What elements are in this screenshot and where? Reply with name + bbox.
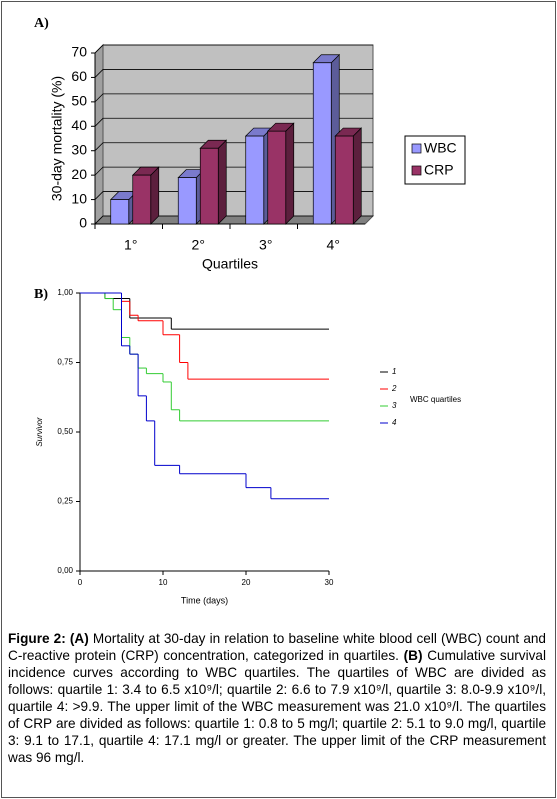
y-tick-label: 40 [71, 117, 87, 133]
legend-swatch [411, 165, 422, 176]
y-tick-label: 20 [71, 166, 87, 182]
bar-side [150, 166, 160, 225]
y-tick-label: 0,50 [57, 427, 73, 436]
bar [267, 130, 287, 225]
x-tick-label: 10 [159, 578, 168, 587]
y-tick-label: 0,75 [57, 358, 73, 367]
y-tick-label: 70 [71, 44, 87, 60]
legend-title: WBC quartiles [410, 395, 461, 404]
y-tick-label: 10 [71, 190, 87, 206]
x-tick-label: 20 [242, 578, 251, 587]
x-tick-label: 0 [78, 578, 83, 587]
bar [199, 147, 219, 225]
legend-label: WBC [424, 140, 457, 156]
legend-label: 1 [392, 367, 396, 376]
bar-side [352, 127, 362, 225]
caption-text: Cumulative survival incidence curves acc… [8, 648, 546, 765]
caption-tag: (A) [69, 631, 89, 646]
grid-line [94, 117, 373, 127]
y-tick-label: 0,00 [57, 566, 73, 575]
caption: Figure 2: (A) Mortality at 30-day in rel… [8, 630, 546, 766]
caption-label: Figure 2: [8, 631, 66, 646]
caption-tag: (B) [403, 648, 423, 663]
x-tick-label: 2° [192, 237, 205, 253]
legend-label: 3 [392, 401, 397, 410]
y-tick-label: 1,00 [57, 288, 73, 297]
legend-swatch [411, 143, 422, 154]
grid-line [94, 69, 373, 78]
caption-text: Mortality at 30-day in relation to basel… [8, 631, 546, 663]
panel-label: A) [34, 16, 49, 31]
x-tick-label: 1° [124, 237, 137, 253]
grid-line [94, 93, 373, 103]
side-wall [94, 43, 104, 226]
grid-line [94, 44, 373, 54]
y-axis-label: Survivor [35, 417, 44, 447]
y-tick-label: 0,25 [57, 497, 73, 506]
x-tick-label: 4° [327, 237, 340, 253]
bar [177, 177, 197, 225]
bar [110, 199, 130, 225]
y-tick-label: 30 [71, 141, 87, 157]
legend-label: CRP [424, 162, 454, 178]
x-axis-label: Quartiles [202, 256, 258, 272]
x-tick-label: 30 [325, 578, 334, 587]
x-axis-label: Time (days) [181, 595, 228, 605]
bar [245, 135, 265, 225]
y-axis-label: 30-day mortality (%) [49, 76, 65, 201]
legend-label: 2 [391, 384, 397, 393]
y-tick-label: 0 [79, 215, 87, 231]
bar [312, 62, 332, 225]
bar-side [217, 139, 227, 225]
y-tick-label: 50 [71, 93, 87, 109]
bar-side [285, 122, 295, 225]
bar [334, 135, 354, 225]
x-tick-label: 3° [259, 237, 272, 253]
bar [132, 174, 152, 225]
panel-label: B) [34, 287, 48, 302]
y-tick-label: 60 [71, 68, 87, 84]
legend-label: 4 [392, 418, 397, 427]
